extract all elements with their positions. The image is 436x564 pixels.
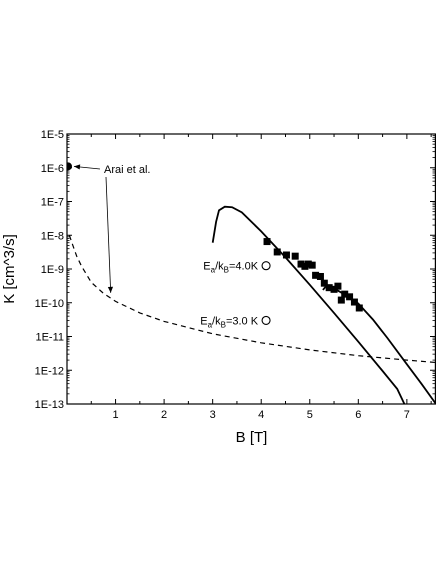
x-axis-title: B [T]	[236, 429, 268, 446]
y-tick-label: 1E-8	[41, 230, 64, 242]
arai-arrow	[105, 176, 112, 293]
x-tick-label: 5	[307, 409, 313, 421]
data-point-square	[273, 248, 281, 256]
x-tick-label: 2	[161, 409, 167, 421]
x-tick-label: 1	[112, 409, 118, 421]
ea-3k-sub-a: a	[208, 320, 213, 329]
ea-3k-tail: =3.0 K	[226, 315, 259, 327]
x-tick-label: 7	[404, 409, 410, 421]
data-point-square	[304, 260, 312, 268]
data-point-square	[350, 298, 358, 306]
x-tick-label: 3	[210, 409, 216, 421]
ea-3k-base: E	[200, 315, 207, 327]
data-point-square	[325, 284, 333, 292]
arai-arrowhead	[107, 286, 114, 293]
ea-3k-mid: /k	[212, 315, 221, 327]
solid-curve	[322, 284, 436, 404]
ea-4k-tail: =4.0K	[229, 261, 259, 273]
data-point-square	[308, 261, 316, 269]
data-point-square	[355, 304, 363, 312]
data-point-open-circle	[261, 315, 271, 325]
data-point-square	[316, 272, 324, 280]
solid-curve	[211, 205, 406, 404]
data-point-square	[337, 296, 345, 304]
data-point-square	[291, 252, 299, 260]
data-point-square	[320, 279, 328, 287]
y-tick-label: 1E-12	[35, 365, 64, 377]
data-point-arai	[67, 162, 72, 171]
y-tick-label: 1E-5	[41, 129, 64, 141]
data-point-open-circle	[261, 261, 271, 271]
data-point-square	[334, 282, 342, 290]
y-tick-label: 1E-10	[35, 298, 64, 310]
data-point-square	[297, 260, 305, 268]
y-tick-labels: 1E-13 1E-12 1E-11 1E-10 1E-9 1E-8 1E-7 1E-6 1E-5	[35, 129, 64, 411]
y-tick-label: 1E-11	[35, 332, 64, 344]
annotation-arai: Arai et al.	[104, 164, 150, 176]
dashed-curve	[68, 235, 436, 364]
ea-3k-sub-b: B	[221, 320, 226, 329]
y-tick-label: 1E-6	[41, 163, 64, 175]
arai-arrows	[73, 164, 114, 293]
x-tick-labels: 1 2 3 4 5 6 7	[112, 409, 409, 421]
y-tick-label: 1E-7	[41, 197, 64, 209]
plot-content	[67, 162, 436, 404]
data-point-square	[263, 238, 271, 246]
y-axis-title: K [cm^3/s]	[1, 234, 18, 304]
ea-4k-base: E	[203, 261, 210, 273]
annotation-ea-3k: Ea/kB=3.0 K	[200, 315, 258, 329]
y-tick-label: 1E-13	[35, 399, 64, 411]
x-tick-label: 4	[258, 409, 264, 421]
annotation-ea-4k: Ea/kB=4.0K	[203, 261, 258, 275]
axis-ticks	[67, 133, 435, 405]
data-point-square	[312, 271, 320, 279]
y-tick-label: 1E-9	[41, 264, 64, 276]
ea-4k-sub-b: B	[224, 266, 229, 275]
x-tick-label: 6	[355, 409, 361, 421]
arai-arrowhead	[73, 164, 81, 170]
ea-4k-mid: /k	[215, 261, 224, 273]
data-point-square	[282, 251, 290, 259]
ea-4k-sub-a: a	[211, 266, 216, 275]
